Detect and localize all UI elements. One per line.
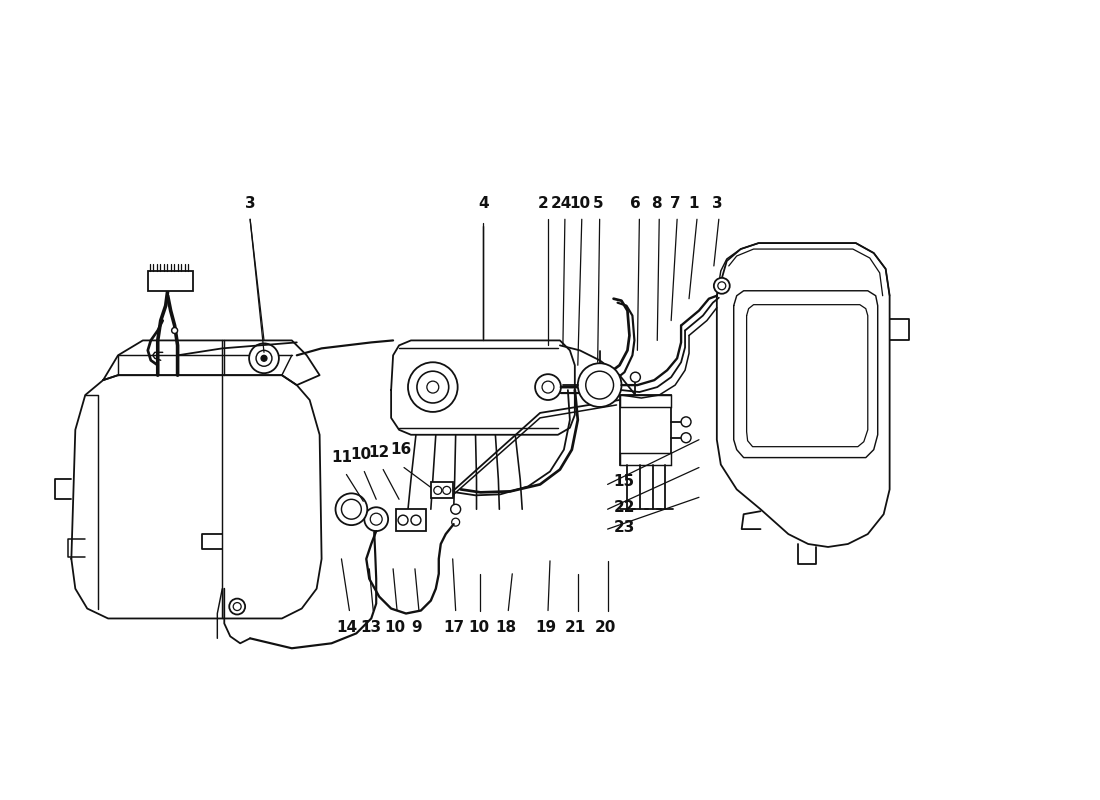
Circle shape bbox=[451, 504, 461, 514]
Bar bbox=[619, 395, 671, 465]
Text: 24: 24 bbox=[551, 196, 573, 211]
Text: 21: 21 bbox=[565, 621, 586, 635]
Circle shape bbox=[256, 350, 272, 366]
Text: 10: 10 bbox=[468, 621, 490, 635]
Circle shape bbox=[249, 343, 279, 373]
Text: 10: 10 bbox=[351, 446, 372, 462]
Text: 13: 13 bbox=[361, 621, 382, 635]
Circle shape bbox=[371, 514, 382, 525]
Circle shape bbox=[714, 278, 729, 294]
Circle shape bbox=[442, 486, 451, 494]
Circle shape bbox=[433, 486, 442, 494]
Circle shape bbox=[452, 518, 460, 526]
Bar bbox=[619, 395, 671, 407]
Circle shape bbox=[341, 499, 361, 519]
Text: 6: 6 bbox=[630, 196, 641, 211]
Text: 7: 7 bbox=[670, 196, 681, 211]
Text: 23: 23 bbox=[614, 520, 635, 534]
Circle shape bbox=[535, 374, 561, 400]
Circle shape bbox=[233, 602, 241, 610]
Circle shape bbox=[172, 327, 177, 334]
Text: 1: 1 bbox=[689, 196, 700, 211]
Text: 15: 15 bbox=[614, 474, 635, 489]
Text: 4: 4 bbox=[478, 196, 488, 211]
Circle shape bbox=[229, 598, 245, 614]
Circle shape bbox=[336, 494, 367, 525]
Circle shape bbox=[542, 381, 554, 393]
Circle shape bbox=[681, 417, 691, 427]
Text: 14: 14 bbox=[336, 621, 358, 635]
Circle shape bbox=[718, 282, 726, 290]
Text: 12: 12 bbox=[368, 445, 389, 459]
Text: 22: 22 bbox=[614, 500, 635, 514]
Bar bbox=[619, 453, 671, 465]
Circle shape bbox=[398, 515, 408, 525]
Text: 10: 10 bbox=[385, 621, 406, 635]
Text: 2: 2 bbox=[538, 196, 549, 211]
Bar bbox=[147, 271, 194, 290]
Bar bbox=[431, 482, 453, 498]
Text: 19: 19 bbox=[536, 621, 557, 635]
Circle shape bbox=[364, 507, 388, 531]
Text: 17: 17 bbox=[443, 621, 464, 635]
Text: 10: 10 bbox=[569, 196, 591, 211]
Circle shape bbox=[630, 372, 640, 382]
Text: 9: 9 bbox=[411, 621, 422, 635]
Text: 11: 11 bbox=[331, 450, 352, 465]
Circle shape bbox=[411, 515, 421, 525]
Text: 5: 5 bbox=[593, 196, 603, 211]
Text: 3: 3 bbox=[712, 196, 722, 211]
Circle shape bbox=[261, 355, 267, 362]
Text: 20: 20 bbox=[595, 621, 616, 635]
Circle shape bbox=[585, 371, 614, 399]
Text: 3: 3 bbox=[245, 196, 255, 211]
Circle shape bbox=[427, 381, 439, 393]
Circle shape bbox=[681, 433, 691, 442]
Text: 8: 8 bbox=[651, 196, 661, 211]
Text: 16: 16 bbox=[390, 442, 411, 457]
Circle shape bbox=[578, 363, 621, 407]
Bar bbox=[396, 510, 426, 531]
Circle shape bbox=[417, 371, 449, 403]
Circle shape bbox=[408, 362, 458, 412]
Text: 18: 18 bbox=[496, 621, 517, 635]
